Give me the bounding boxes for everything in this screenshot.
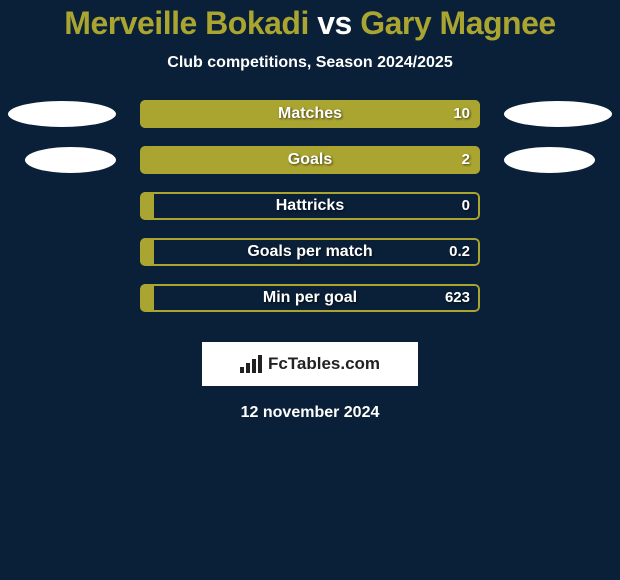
chart-bars-icon <box>240 355 262 373</box>
stat-value: 2 <box>462 146 470 174</box>
stat-row: Hattricks0 <box>140 192 480 220</box>
logo-box: FcTables.com <box>202 342 418 386</box>
stat-label: Min per goal <box>140 284 480 312</box>
stat-label: Goals per match <box>140 238 480 266</box>
stat-label: Hattricks <box>140 192 480 220</box>
subtitle: Club competitions, Season 2024/2025 <box>167 54 452 72</box>
player2-marker <box>504 147 595 173</box>
stat-bar: Goals per match0.2 <box>140 238 480 266</box>
player1-name: Merveille Bokadi <box>64 5 309 41</box>
stat-value: 623 <box>445 284 470 312</box>
stat-row: Matches10 <box>0 100 620 128</box>
date-text: 12 november 2024 <box>241 404 380 422</box>
player1-marker <box>8 101 116 127</box>
stat-value: 0.2 <box>449 238 470 266</box>
stat-bar: Matches10 <box>140 100 480 128</box>
player1-marker <box>25 147 116 173</box>
stat-bar: Min per goal623 <box>140 284 480 312</box>
stats-container: Matches10 Goals2 Hattricks0 Goals per match… <box>0 100 620 330</box>
stat-row: Goals per match0.2 <box>140 238 480 266</box>
stat-row: Goals2 <box>0 146 620 174</box>
stat-bar: Goals2 <box>140 146 480 174</box>
stat-label: Goals <box>140 146 480 174</box>
logo-text: FcTables.com <box>268 354 380 374</box>
player2-marker <box>504 101 612 127</box>
stat-bar: Hattricks0 <box>140 192 480 220</box>
stat-value: 10 <box>453 100 470 128</box>
stat-label: Matches <box>140 100 480 128</box>
stat-row: Min per goal623 <box>140 284 480 312</box>
vs-text: vs <box>317 5 352 41</box>
comparison-title: Merveille Bokadi vs Gary Magnee <box>64 5 555 42</box>
stat-value: 0 <box>462 192 470 220</box>
player2-name: Gary Magnee <box>360 5 555 41</box>
